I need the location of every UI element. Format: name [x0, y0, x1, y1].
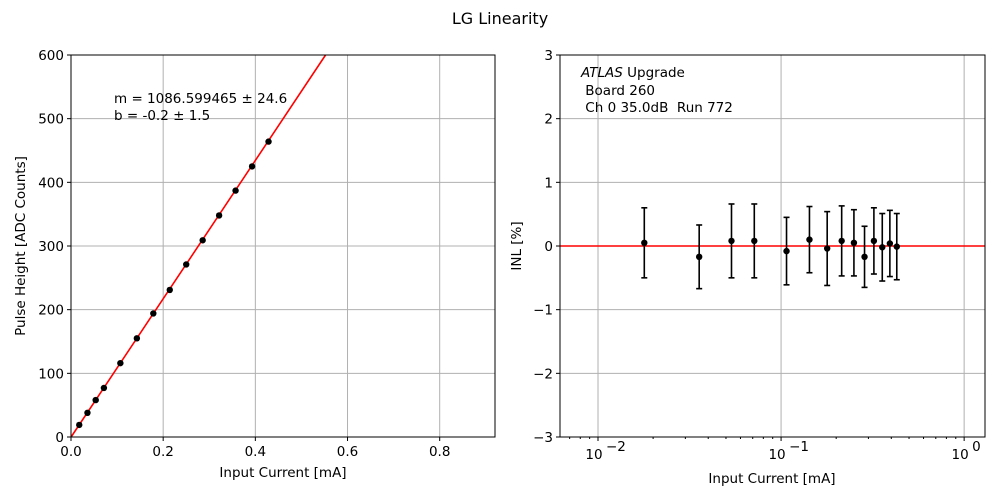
inl-data-point [728, 237, 735, 245]
linearity-intercept-text: b = -0.2 ± 1.5 [114, 108, 210, 124]
linearity-y-tick-label: 100 [38, 366, 64, 382]
inl-data-point [641, 239, 648, 247]
inl-annotation-board: Board 260 [581, 83, 655, 99]
inl-x-tick-label: 10 [585, 447, 602, 463]
inl-annotation-line-1: ATLAS Upgrade [580, 65, 685, 81]
inl-x-tick-label: 10 [768, 447, 785, 463]
inl-data-point [751, 237, 758, 245]
inl-axes-frame [559, 54, 986, 438]
linearity-data-point [133, 335, 141, 342]
linearity-points [76, 138, 272, 429]
inl-data-point [850, 239, 858, 247]
linearity-data-point [92, 396, 99, 404]
linearity-data-point [117, 359, 124, 367]
linearity-x-tick-label: 0.6 [337, 444, 358, 460]
figure-title: LG Linearity [452, 9, 548, 28]
inl-y-tick-label: 0 [544, 239, 553, 255]
linearity-data-point [166, 286, 173, 294]
inl-annotation-atlas: ATLAS [580, 65, 623, 81]
linearity-y-tick-label: 500 [38, 112, 64, 128]
linearity-data-point [265, 138, 272, 145]
inl-y-tick-label: −1 [533, 303, 553, 319]
inl-annotation-upgrade: Upgrade [623, 65, 685, 81]
inl-points [641, 203, 900, 290]
linearity-x-tick-label: 0.2 [152, 444, 173, 460]
linearity-y-tick-label: 200 [38, 303, 64, 319]
linearity-axes-frame [70, 54, 496, 438]
inl-data-point [806, 236, 813, 243]
inl-data-point [870, 237, 878, 245]
linearity-y-tick-label: 300 [38, 239, 64, 255]
linearity-slope-text: m = 1086.599465 ± 24.6 [114, 91, 287, 107]
linearity-x-axis-label: Input Current [mA] [219, 465, 346, 481]
inl-data-point [886, 240, 894, 247]
linearity-x-tick-label: 0.8 [429, 444, 450, 460]
inl-data-point [838, 237, 845, 245]
inl-y-tick-label: 3 [544, 48, 553, 64]
inl-x-tick-exponent: −2 [606, 439, 626, 455]
inl-y-tick-label: 1 [544, 175, 553, 191]
inl-x-tick-exponent: −1 [789, 439, 809, 455]
inl-data-point [893, 243, 900, 250]
linearity-data-point [84, 409, 91, 417]
inl-y-tick-label: −3 [533, 430, 553, 446]
inl-x-tick-label: 10 [952, 447, 969, 463]
linearity-data-point [100, 384, 108, 392]
inl-data-point [823, 245, 831, 252]
linearity-fit-line [70, 54, 327, 438]
linearity-plot: 0.0 0.2 0.4 0.6 0.8 0 100 200 300 400 500 600 m = 1… [13, 48, 496, 481]
linearity-ticks: 0.0 0.2 0.4 0.6 0.8 0 100 200 300 400 500 600 [38, 48, 450, 460]
inl-data-point [695, 253, 703, 261]
inl-x-tick-exponent: 0 [972, 439, 981, 455]
linearity-data-point [215, 212, 223, 219]
linearity-data-point [232, 187, 239, 194]
linearity-data-point [76, 421, 83, 429]
linearity-data-point [248, 163, 256, 170]
linearity-x-tick-label: 0.4 [245, 444, 266, 460]
inl-y-axis-label: INL [%] [509, 221, 525, 270]
inl-y-tick-label: −2 [533, 366, 553, 382]
linearity-data-point [150, 310, 157, 317]
inl-data-point [861, 253, 868, 261]
linearity-data-point [199, 237, 206, 244]
linearity-y-tick-label: 400 [38, 175, 64, 191]
linearity-y-tick-label: 0 [55, 430, 64, 446]
inl-annotation-channel-run: Ch 0 35.0dB Run 772 [581, 100, 733, 116]
inl-data-point [783, 247, 790, 255]
inl-data-point [879, 244, 886, 251]
inl-x-axis-label: Input Current [mA] [708, 471, 835, 487]
linearity-fit-segment [70, 54, 327, 438]
linearity-y-axis-label: Pulse Height [ADC Counts] [13, 156, 29, 336]
inl-y-tick-label: 2 [544, 112, 553, 128]
linearity-x-tick-label: 0.0 [60, 444, 81, 460]
linearity-y-tick-label: 600 [38, 48, 64, 64]
linearity-data-point [183, 261, 190, 268]
